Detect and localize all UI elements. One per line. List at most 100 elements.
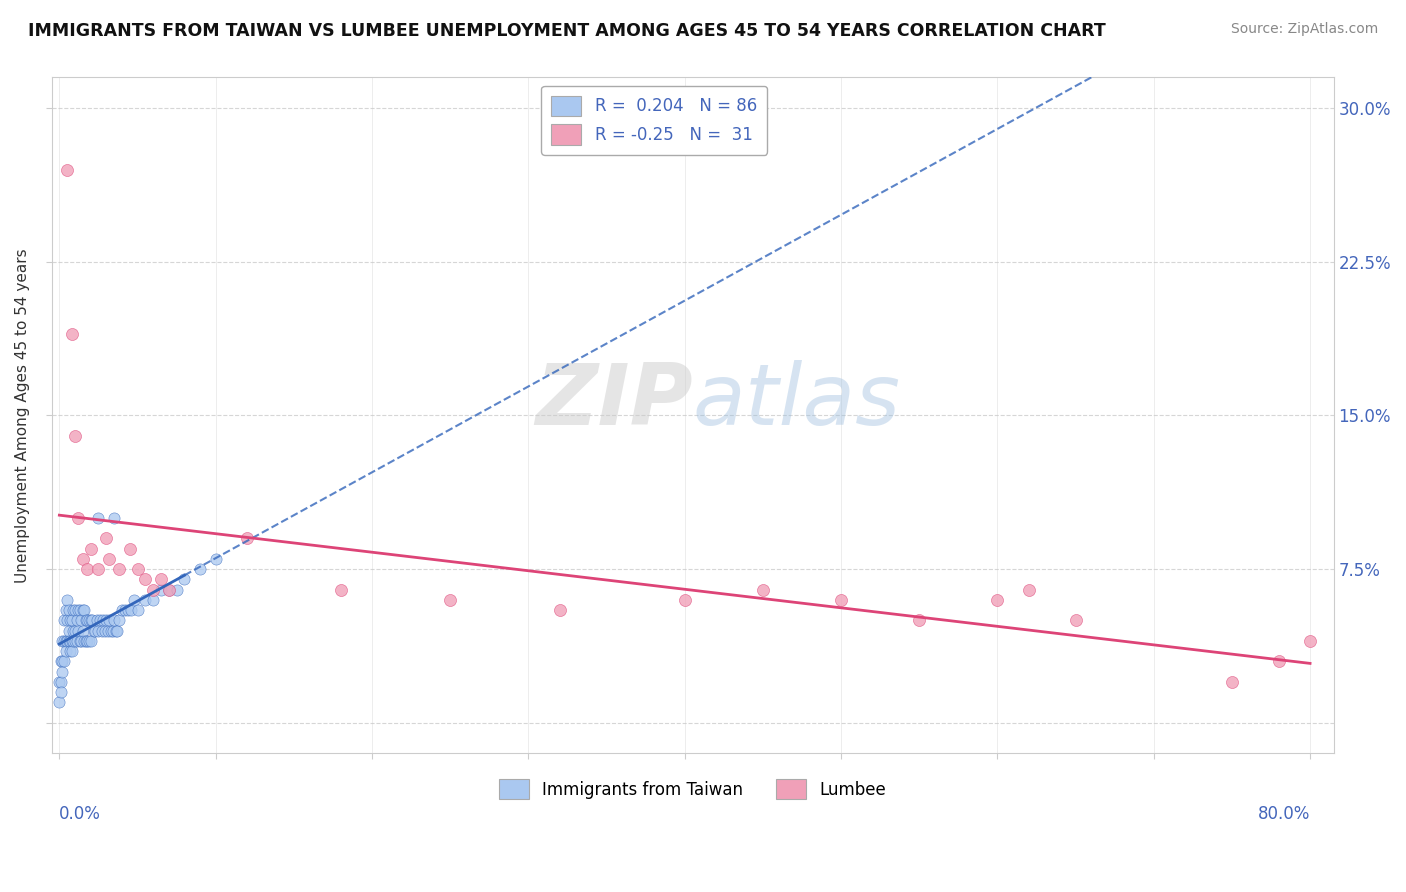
Point bbox=[49, 674, 72, 689]
Y-axis label: Unemployment Among Ages 45 to 54 years: Unemployment Among Ages 45 to 54 years bbox=[15, 248, 30, 582]
Point bbox=[96, 532, 118, 546]
Point bbox=[120, 603, 142, 617]
Point bbox=[752, 582, 775, 597]
Point bbox=[76, 633, 98, 648]
Point bbox=[67, 624, 90, 638]
Point bbox=[59, 633, 82, 648]
Point bbox=[96, 613, 118, 627]
Point bbox=[93, 624, 115, 638]
Point bbox=[157, 582, 180, 597]
Point bbox=[65, 613, 87, 627]
Point bbox=[127, 603, 149, 617]
Point bbox=[63, 429, 86, 443]
Point bbox=[86, 613, 108, 627]
Point bbox=[72, 552, 94, 566]
Point bbox=[72, 603, 94, 617]
Point bbox=[118, 541, 141, 556]
Point bbox=[49, 685, 72, 699]
Point bbox=[49, 654, 72, 668]
Point bbox=[77, 633, 100, 648]
Point bbox=[157, 582, 180, 597]
Point bbox=[134, 572, 156, 586]
Point bbox=[79, 633, 101, 648]
Point bbox=[204, 552, 226, 566]
Point bbox=[100, 624, 122, 638]
Point bbox=[58, 633, 80, 648]
Point bbox=[75, 633, 97, 648]
Point bbox=[1220, 674, 1243, 689]
Point bbox=[98, 552, 121, 566]
Point bbox=[149, 582, 172, 597]
Point bbox=[84, 624, 107, 638]
Text: Source: ZipAtlas.com: Source: ZipAtlas.com bbox=[1230, 22, 1378, 37]
Point bbox=[79, 541, 101, 556]
Point bbox=[51, 665, 73, 679]
Point bbox=[124, 592, 146, 607]
Point bbox=[103, 613, 125, 627]
Point bbox=[89, 613, 111, 627]
Point bbox=[1268, 654, 1291, 668]
Point bbox=[79, 613, 101, 627]
Text: ZIP: ZIP bbox=[534, 360, 693, 443]
Text: IMMIGRANTS FROM TAIWAN VS LUMBEE UNEMPLOYMENT AMONG AGES 45 TO 54 YEARS CORRELAT: IMMIGRANTS FROM TAIWAN VS LUMBEE UNEMPLO… bbox=[28, 22, 1107, 40]
Point bbox=[65, 633, 87, 648]
Point bbox=[97, 624, 120, 638]
Point bbox=[166, 582, 188, 597]
Point bbox=[908, 613, 931, 627]
Point bbox=[56, 162, 79, 177]
Point bbox=[56, 592, 79, 607]
Point bbox=[82, 613, 104, 627]
Point bbox=[59, 613, 82, 627]
Point bbox=[67, 511, 90, 525]
Point bbox=[55, 644, 77, 658]
Point bbox=[830, 592, 852, 607]
Point bbox=[69, 603, 91, 617]
Point bbox=[48, 674, 70, 689]
Point bbox=[76, 613, 98, 627]
Point bbox=[548, 603, 571, 617]
Point bbox=[62, 603, 84, 617]
Point bbox=[63, 603, 86, 617]
Point bbox=[55, 633, 77, 648]
Point bbox=[98, 613, 121, 627]
Point bbox=[134, 592, 156, 607]
Point bbox=[1299, 633, 1322, 648]
Point bbox=[60, 633, 83, 648]
Point bbox=[76, 562, 98, 576]
Point bbox=[67, 603, 90, 617]
Point bbox=[329, 582, 352, 597]
Point bbox=[236, 532, 259, 546]
Point bbox=[63, 633, 86, 648]
Point bbox=[53, 654, 76, 668]
Point bbox=[149, 572, 172, 586]
Point bbox=[114, 603, 136, 617]
Text: 0.0%: 0.0% bbox=[59, 805, 101, 822]
Point bbox=[60, 613, 83, 627]
Point bbox=[62, 624, 84, 638]
Point bbox=[53, 633, 76, 648]
Point bbox=[90, 624, 112, 638]
Point bbox=[73, 603, 96, 617]
Point bbox=[188, 562, 211, 576]
Point bbox=[173, 572, 195, 586]
Point bbox=[87, 624, 110, 638]
Point bbox=[439, 592, 461, 607]
Point bbox=[59, 644, 82, 658]
Point bbox=[62, 633, 84, 648]
Point bbox=[117, 603, 139, 617]
Point bbox=[83, 624, 105, 638]
Point bbox=[58, 624, 80, 638]
Point bbox=[673, 592, 696, 607]
Point bbox=[1018, 582, 1040, 597]
Point bbox=[73, 633, 96, 648]
Point bbox=[111, 603, 134, 617]
Point bbox=[107, 562, 129, 576]
Point bbox=[70, 613, 93, 627]
Point bbox=[87, 511, 110, 525]
Point bbox=[142, 582, 165, 597]
Point bbox=[56, 613, 79, 627]
Text: 80.0%: 80.0% bbox=[1258, 805, 1310, 822]
Point bbox=[77, 613, 100, 627]
Point bbox=[53, 613, 76, 627]
Point bbox=[70, 633, 93, 648]
